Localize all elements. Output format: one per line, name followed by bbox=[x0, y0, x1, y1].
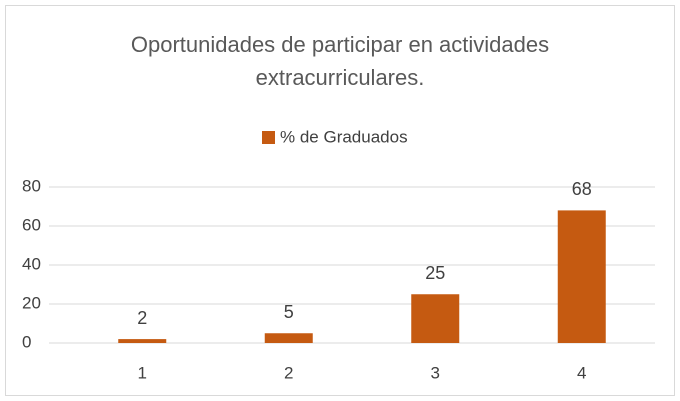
chart-border bbox=[5, 5, 675, 396]
y-tick-label: 40 bbox=[22, 254, 41, 273]
data-label: 5 bbox=[284, 302, 294, 322]
bar bbox=[118, 339, 167, 343]
bar bbox=[411, 294, 460, 343]
x-tick-label: 4 bbox=[577, 363, 586, 382]
data-label: 2 bbox=[137, 308, 147, 328]
legend-swatch bbox=[262, 131, 275, 144]
x-tick-label: 3 bbox=[431, 363, 440, 382]
bar bbox=[557, 210, 606, 343]
x-tick-label: 2 bbox=[284, 363, 293, 382]
y-tick-label: 0 bbox=[22, 332, 31, 351]
legend-label: % de Graduados bbox=[280, 127, 408, 146]
data-label: 25 bbox=[425, 263, 445, 283]
y-tick-label: 60 bbox=[22, 215, 41, 234]
y-tick-label: 20 bbox=[22, 293, 41, 312]
chart-title: Oportunidades de participar en actividad… bbox=[130, 32, 550, 90]
x-tick-label: 1 bbox=[138, 363, 147, 382]
bar bbox=[264, 333, 313, 343]
data-label: 68 bbox=[572, 179, 592, 199]
y-tick-label: 80 bbox=[22, 176, 41, 195]
